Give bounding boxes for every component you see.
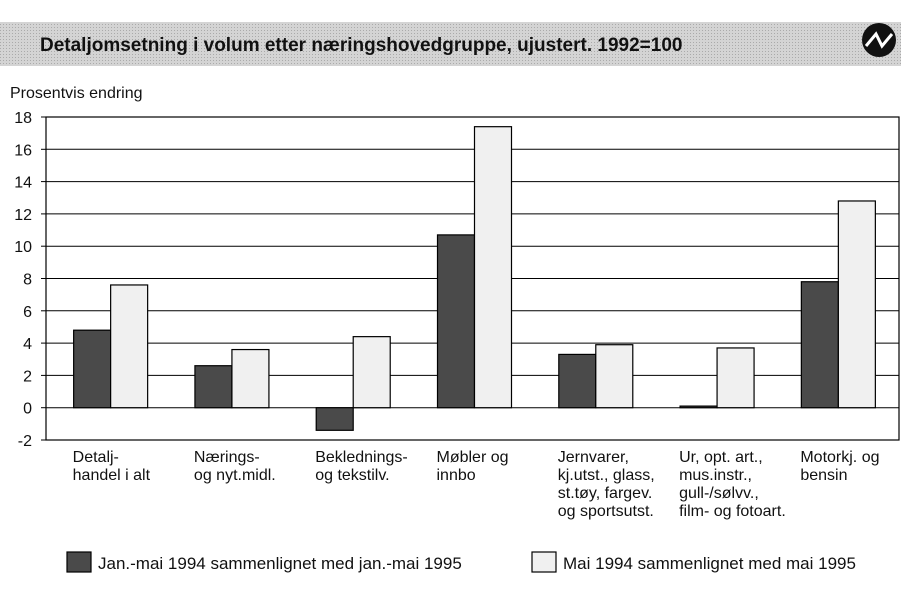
- bar: [473, 126, 513, 409]
- x-tick-label-line: st.tøy, fargev.: [558, 485, 653, 502]
- bar: [595, 344, 634, 409]
- y-tick-label: 10: [14, 239, 32, 256]
- y-tick-label: 18: [14, 110, 32, 127]
- legend-label: Jan.-mai 1994 sammenlignet med jan.-mai …: [98, 554, 462, 573]
- legend-label: Mai 1994 sammenlignet med mai 1995: [563, 554, 856, 573]
- y-tick-label: 0: [23, 401, 32, 418]
- x-tick-label-line: Nærings-: [194, 449, 260, 466]
- bar: [231, 348, 270, 409]
- bar: [194, 365, 233, 409]
- x-tick-label: Møbler og innbo: [437, 449, 509, 484]
- x-tick-label-line: og tekstilv.: [315, 467, 389, 484]
- bar: [837, 200, 876, 409]
- bar: [716, 347, 755, 409]
- y-tick-label: 2: [23, 368, 32, 385]
- x-tick-label-line: Beklednings-: [315, 449, 408, 466]
- x-tick-label-line: handel i alt: [73, 467, 151, 484]
- legend-swatch: [531, 551, 557, 573]
- x-tick-label-line: gull-/sølvv.,: [679, 485, 759, 502]
- x-tick-label-line: bensin: [800, 467, 847, 484]
- y-tick-label: 12: [14, 207, 32, 224]
- x-tick-label-line: Jernvarer,: [558, 449, 629, 466]
- x-tick-label-line: Detalj-: [73, 449, 119, 466]
- x-tick-label: Jernvarer, kj.utst., glass, st.tøy, fargev…: [558, 449, 655, 520]
- y-axis-title: Prosentvis endring: [10, 85, 143, 102]
- x-tick-label-line: og nyt.midl.: [194, 467, 276, 484]
- bar: [558, 353, 597, 409]
- y-tick-label: 14: [14, 175, 32, 192]
- y-tick-label: 4: [23, 336, 32, 353]
- x-tick-label-line: Ur, opt. art.,: [679, 449, 763, 466]
- x-tick-label: Detalj-handel i alt: [73, 449, 151, 484]
- bar: [73, 329, 112, 409]
- x-tick-label: Beklednings-og tekstilv.: [315, 449, 408, 484]
- bar: [315, 407, 354, 431]
- bar: [110, 284, 149, 409]
- x-tick-label-line: innbo: [437, 467, 476, 484]
- x-tick-label-line: mus.instr.,: [679, 467, 752, 484]
- bar: [436, 234, 476, 409]
- y-tick-label: -2: [18, 433, 32, 450]
- y-tick-label: 6: [23, 304, 32, 321]
- logo: [862, 23, 896, 57]
- bar: [352, 336, 391, 409]
- x-tick-label: Motorkj. og bensin: [800, 449, 879, 484]
- y-tick-label: 8: [23, 272, 32, 289]
- x-tick-label-line: Motorkj. og: [800, 449, 879, 466]
- chart-title: Detaljomsetning i volum etter næringshov…: [40, 35, 682, 56]
- x-tick-label-line: Møbler og: [437, 449, 509, 466]
- bar: [800, 281, 839, 409]
- x-tick-label: Nærings-og nyt.midl.: [194, 449, 276, 484]
- x-tick-label-line: og sportsutst.: [558, 503, 654, 520]
- x-tick-label-line: kj.utst., glass,: [558, 467, 655, 484]
- x-tick-label: Ur, opt. art., mus.instr., gull-/sølvv., fi…: [679, 449, 786, 520]
- bar: [679, 405, 718, 409]
- title-banner: [0, 22, 901, 66]
- x-tick-label-line: film- og fotoart.: [679, 503, 786, 520]
- plot-frame: [45, 116, 900, 441]
- legend-swatch: [66, 551, 92, 573]
- y-tick-label: 16: [14, 142, 32, 159]
